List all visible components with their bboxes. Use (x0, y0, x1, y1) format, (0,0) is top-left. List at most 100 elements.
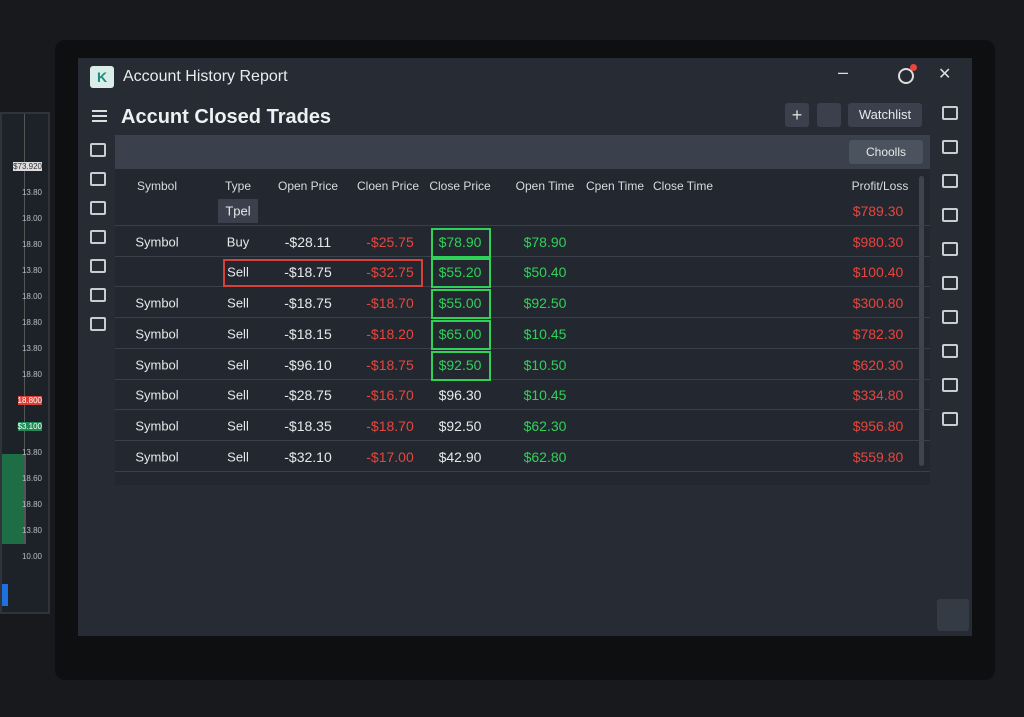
menu[interactable] (92, 110, 107, 112)
axis-label: 18.00 (21, 292, 42, 301)
app-title: Account History Report (123, 68, 288, 85)
axis-label: 18.00 (21, 214, 42, 223)
column-header: Cloen Price (356, 179, 420, 193)
watchlist-button[interactable]: Watchlist (848, 103, 922, 127)
tag (218, 199, 258, 223)
table-cell: $42.90 (438, 448, 482, 465)
table-cell: $62.30 (523, 417, 567, 434)
nav-icon[interactable] (90, 288, 106, 302)
axis-label: 18.80 (21, 500, 42, 509)
table-cell: $55.00 (438, 295, 482, 312)
table-cell: $620.30 (852, 356, 904, 373)
chart-bar (2, 584, 8, 606)
axis-label: 18.80 (21, 370, 42, 379)
tool-icon[interactable] (942, 242, 958, 256)
toolbar (115, 135, 930, 169)
badge (910, 64, 917, 71)
row-highlight (223, 259, 423, 288)
axis-label: 18.800 (17, 396, 42, 405)
table-cell: $50.40 (523, 264, 567, 281)
scrollbar (919, 176, 924, 466)
table-cell: -$28.11 (284, 233, 332, 250)
tool-icon[interactable] (942, 310, 958, 324)
app-logo: K (90, 66, 114, 88)
table-cell: $980.30 (852, 233, 904, 250)
nav-icon[interactable] (90, 230, 106, 244)
table-cell: $300.80 (852, 295, 904, 312)
table-cell: -$18.70 (366, 417, 414, 434)
table-cell: $559.80 (852, 448, 904, 465)
axis-label: 13.80 (21, 526, 42, 535)
settings-button[interactable] (937, 599, 969, 631)
column-header: Cpen Time (585, 179, 645, 193)
table-cell: $10.45 (523, 325, 567, 342)
table-cell: Symbol (135, 234, 179, 250)
row-divider (115, 225, 930, 226)
nav-icon[interactable] (90, 201, 106, 215)
tool-icon[interactable] (942, 106, 958, 120)
close[interactable]: ✕ (938, 66, 952, 83)
tool-icon[interactable] (942, 174, 958, 188)
table-cell: $92.50 (438, 417, 482, 434)
nav-icon[interactable] (90, 259, 106, 273)
table-cell: Sell (227, 264, 249, 280)
table-cell: -$18.20 (366, 325, 414, 342)
table-cell: Sell (227, 418, 249, 434)
table-cell: -$28.75 (284, 387, 332, 404)
row-divider (115, 286, 930, 288)
tool-icon[interactable] (942, 412, 958, 426)
dropdown[interactable]: Choolls (849, 140, 923, 164)
column-header: Symbol (136, 179, 178, 193)
cell-highlight (431, 350, 491, 381)
search-button[interactable] (817, 103, 841, 127)
table-cell: -$18.75 (366, 356, 414, 373)
nav-icon[interactable] (90, 317, 106, 331)
nav-icon[interactable] (90, 172, 106, 186)
table-cell: $55.20 (438, 264, 482, 281)
tool-icon[interactable] (942, 276, 958, 290)
nav-icon[interactable] (90, 143, 106, 157)
table-cell: $10.50 (523, 356, 567, 373)
screen: K Account History Report – ✕ Accunt Clos… (78, 58, 972, 636)
table-cell: -$18.75 (284, 264, 332, 281)
table-cell: $65.00 (438, 325, 482, 342)
tool-icon[interactable] (942, 208, 958, 222)
axis-label: 13.80 (21, 344, 42, 353)
axis-label: 13.80 (21, 266, 42, 275)
column-header: Open Time (515, 179, 575, 193)
row-divider (115, 378, 930, 380)
axis-label: 18.80 (21, 318, 42, 327)
table-cell: $956.80 (852, 417, 904, 434)
table-cell: Symbol (135, 357, 179, 372)
column-header: Type (224, 179, 252, 193)
page-title: Accunt Closed Trades (121, 106, 332, 128)
axis-label: 13.80 (21, 188, 42, 197)
axis-label: $73.920 (13, 162, 42, 171)
cell-highlight (431, 289, 491, 320)
table-cell: $78.90 (438, 233, 482, 250)
add-button[interactable]: + (785, 103, 809, 127)
table-cell: $92.50 (438, 356, 482, 373)
table-cell: Symbol (135, 295, 179, 311)
table-cell: Sell (227, 387, 249, 403)
table-cell: Sell (227, 326, 249, 342)
table-cell: Sell (227, 449, 249, 465)
table-cell: $62.80 (523, 448, 567, 465)
table-cell: Buy (226, 234, 250, 250)
table-cell: Symbol (135, 418, 179, 434)
table-cell: -$18.70 (366, 295, 414, 312)
tool-icon[interactable] (942, 140, 958, 154)
table-cell: $10.45 (523, 387, 567, 404)
table-cell: Symbol (135, 449, 179, 465)
tool-icon[interactable] (942, 378, 958, 392)
tool-icon[interactable] (942, 344, 958, 358)
column-header: Profit/Loss (851, 179, 909, 193)
refresh[interactable] (898, 68, 914, 84)
axis-label: 13.80 (21, 448, 42, 457)
cell-highlight (431, 227, 491, 258)
minimize[interactable]: – (838, 62, 849, 82)
table-cell: Symbol (135, 326, 179, 342)
side-chart: $73.920 13.80 18.00 18.80 13.80 18.00 18.80 13.… (0, 112, 50, 614)
row-divider (115, 347, 930, 349)
